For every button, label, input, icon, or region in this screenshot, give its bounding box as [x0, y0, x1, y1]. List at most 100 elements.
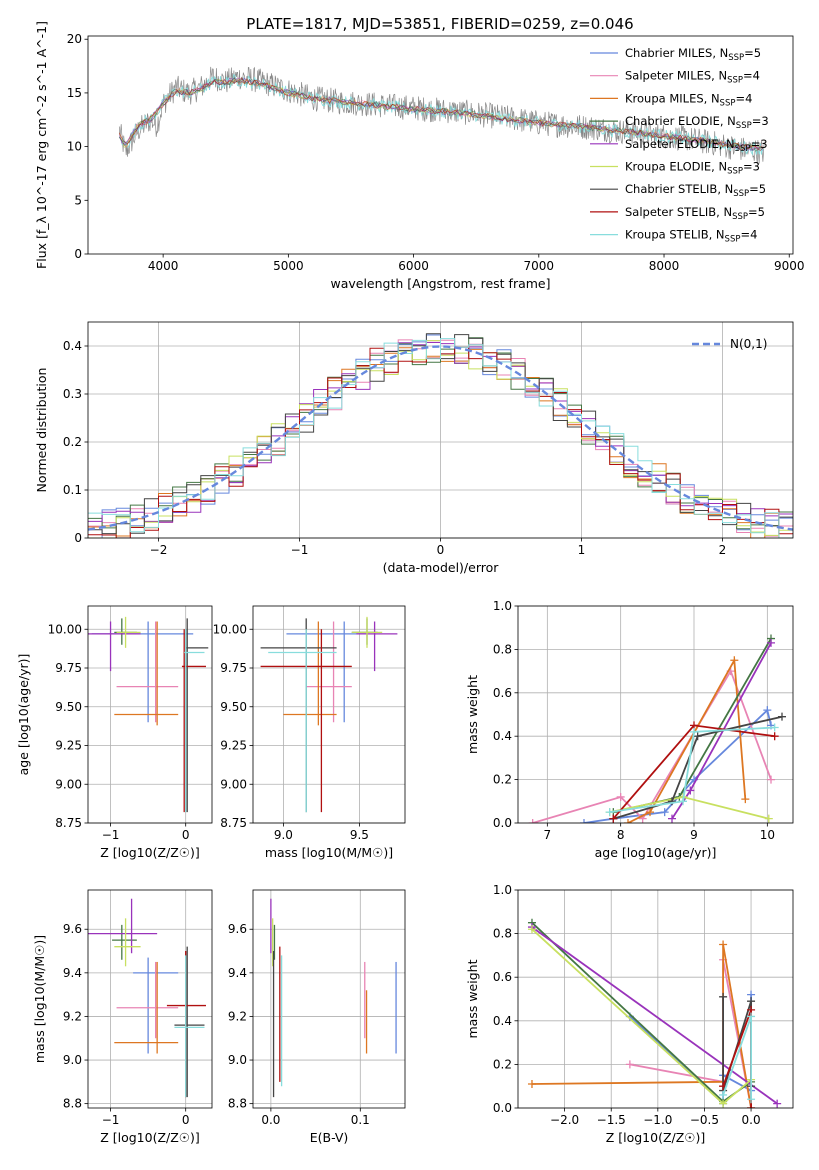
legend-label: Chabrier ELODIE, NSSP=3	[625, 114, 769, 131]
weight-marker	[660, 808, 669, 817]
x-tick-label: 9	[690, 828, 698, 842]
weight-marker	[625, 1060, 634, 1069]
x-tick-label: 9000	[774, 259, 805, 273]
y-tick-label: 9.75	[220, 661, 247, 675]
y-tick-label: 5	[74, 193, 82, 207]
y-tick-label: 0.4	[63, 339, 82, 353]
y-tick-label: 8.75	[220, 816, 247, 830]
legend-label: Salpeter STELIB, NSSP=5	[625, 205, 765, 222]
plot-area	[260, 616, 398, 813]
weight-series	[527, 918, 756, 1106]
plot-area	[527, 918, 782, 1108]
y-tick-label: 9.0	[63, 1053, 82, 1067]
weight-marker	[686, 786, 695, 795]
plot-area	[88, 616, 209, 813]
weight-line	[531, 926, 778, 1105]
y-axis-label: mass weight	[465, 959, 480, 1038]
y-tick-label: 0.1	[63, 483, 82, 497]
x-axis-label: age [log10(age/yr)]	[595, 845, 717, 860]
panel-mass-weight-vs-age: 7 8 9 10 0.0 0.2 0.4 0.6 0.8 1.0 age [log10(age/yr…	[465, 599, 794, 860]
y-tick-label: 0.4	[493, 1014, 512, 1028]
legend-label: Chabrier STELIB, NSSP=5	[625, 182, 766, 199]
weight-marker	[767, 775, 775, 784]
weight-marker	[679, 797, 687, 806]
y-tick-label: 9.0	[228, 1053, 247, 1067]
errorbar-point	[114, 918, 141, 967]
weight-series	[527, 923, 782, 1108]
weight-series	[719, 1012, 756, 1104]
errorbar-point	[184, 629, 205, 813]
y-tick-label: 0	[74, 531, 82, 545]
y-tick-label: 8.8	[63, 1097, 82, 1111]
legend-label: Salpeter MILES, NSSP=4	[625, 69, 760, 86]
weight-marker	[668, 814, 676, 823]
y-axis-label: mass [log10(M/M☉)]	[32, 935, 47, 1063]
errorbar-point	[112, 924, 137, 960]
panel-residual-histogram: −2 −1 0 1 2 0 0.1 0.2 0.3 0.4 (data-model)/error No…	[34, 321, 794, 575]
weight-marker	[609, 814, 618, 823]
weight-marker	[719, 1099, 728, 1108]
axes-frame	[252, 889, 406, 1109]
weight-marker	[668, 797, 676, 806]
weight-marker	[767, 638, 775, 647]
x-tick-label: −2.0	[550, 1113, 579, 1127]
y-tick-label: 1.0	[493, 883, 512, 897]
y-tick-label: 8.75	[55, 816, 82, 830]
errorbar-point	[174, 955, 205, 1098]
y-tick-label: 0.8	[493, 642, 512, 656]
x-tick-label: 7000	[524, 259, 555, 273]
y-tick-label: 0.8	[493, 927, 512, 941]
x-tick-label: 5000	[273, 259, 304, 273]
weight-marker	[764, 814, 773, 823]
x-axis-label: Z [log10(Z/Z☉)]	[606, 1130, 706, 1145]
y-tick-label: 9.75	[55, 661, 82, 675]
errorbar-point	[260, 618, 337, 813]
y-tick-label: 9.4	[228, 966, 247, 980]
panel-mass-weight-vs-metallicity: −2.0 −1.5 −1.0 −0.5 0.0 0.0 0.2 0.4 0.6 0.8 1.0 Z […	[465, 883, 794, 1145]
histogram-step	[88, 338, 793, 538]
y-tick-label: 9.00	[55, 777, 82, 791]
axes-frame	[87, 889, 213, 1109]
x-tick-label: 8000	[649, 259, 680, 273]
weight-series	[605, 723, 779, 817]
plot-area	[270, 898, 397, 1098]
weight-line	[532, 669, 772, 823]
y-tick-label: 9.25	[55, 739, 82, 753]
errorbar-point	[116, 961, 179, 1039]
x-tick-label: −0.5	[690, 1113, 719, 1127]
y-tick-label: 9.2	[228, 1009, 247, 1023]
errorbar-point	[88, 621, 141, 672]
errorbar-point	[88, 898, 158, 954]
plot-area	[528, 634, 786, 823]
x-tick-label: 9.0	[274, 828, 293, 842]
y-tick-label: 0.2	[493, 773, 512, 787]
weight-marker	[730, 656, 739, 665]
legend-label: N(0,1)	[730, 337, 767, 351]
errorbar-point	[114, 961, 179, 1054]
weight-marker	[690, 727, 698, 736]
panel-age-vs-mass: 9.0 9.5 8.75 9.00 9.25 9.50 9.75 10.00 mass [log…	[213, 605, 406, 860]
weight-marker	[763, 706, 772, 715]
x-tick-label: −1.5	[597, 1113, 626, 1127]
weight-marker	[747, 1095, 756, 1104]
weight-series	[668, 638, 775, 823]
weight-line	[609, 726, 775, 813]
y-tick-label: 9.2	[63, 1009, 82, 1023]
model-spectrum-line	[119, 77, 764, 152]
y-tick-label: 8.8	[228, 1097, 247, 1111]
weight-series	[625, 955, 756, 1108]
weight-marker	[719, 940, 728, 949]
legend-label: Kroupa ELODIE, NSSP=3	[625, 160, 760, 177]
y-axis-label: mass weight	[465, 675, 480, 754]
y-axis-label: age [log10(age/yr)]	[16, 654, 31, 776]
weight-marker	[770, 723, 779, 732]
histogram-legend: N(0,1)	[692, 337, 767, 351]
y-tick-label: 9.6	[63, 922, 82, 936]
y-tick-label: 1.0	[493, 599, 512, 613]
y-tick-label: 0.3	[63, 387, 82, 401]
legend-label: Chabrier MILES, NSSP=5	[625, 46, 761, 63]
weight-marker	[741, 795, 750, 804]
axes-frame	[252, 605, 406, 824]
panel-mass-vs-metallicity: −1 0 8.8 9.0 9.2 9.4 9.6 Z [log10(Z/Z☉)] mass [l…	[32, 889, 213, 1145]
